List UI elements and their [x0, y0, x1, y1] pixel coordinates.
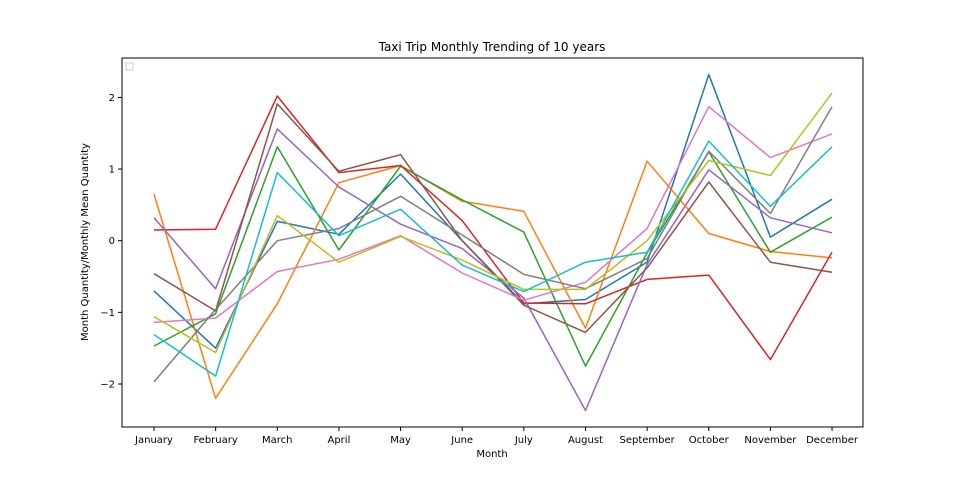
- y-axis-label: Month Quantity/Monthly Mean Quantity: [80, 143, 91, 341]
- series-line-10: [153, 140, 833, 377]
- y-tick-label: −2: [100, 380, 115, 391]
- x-tick-label: February: [193, 435, 237, 446]
- legend-box: [125, 62, 134, 71]
- series-line-6: [153, 103, 833, 334]
- series-line-4: [153, 95, 833, 361]
- series-line-3: [153, 146, 833, 367]
- plot-frame: [121, 57, 864, 428]
- x-tick-label: June: [450, 435, 473, 446]
- x-tick-label: September: [619, 435, 675, 446]
- x-axis-label: Month: [476, 449, 507, 460]
- x-tick-label: July: [514, 435, 533, 446]
- series-line-7: [153, 105, 833, 324]
- x-tick-label: May: [390, 435, 411, 446]
- series-line-8: [153, 106, 833, 383]
- x-axis: January February March April May June July Augu…: [134, 427, 859, 446]
- y-axis: −2 −1 0 1 2: [100, 93, 122, 391]
- x-tick-label: April: [327, 435, 350, 446]
- series-line-2: [153, 160, 833, 400]
- x-tick-label: December: [806, 435, 859, 446]
- x-tick-label: November: [744, 435, 797, 446]
- x-tick-label: March: [262, 435, 292, 446]
- x-tick-label: January: [134, 435, 173, 446]
- y-tick-label: 2: [109, 93, 115, 104]
- x-tick-label: October: [689, 435, 730, 446]
- chart-title: Taxi Trip Monthly Trending of 10 years: [378, 40, 606, 54]
- x-tick-label: August: [568, 435, 603, 446]
- y-tick-label: 0: [109, 236, 115, 247]
- y-tick-label: −1: [100, 308, 115, 319]
- y-tick-label: 1: [109, 165, 115, 176]
- series-line-9: [153, 92, 833, 354]
- plot-lines: [153, 73, 833, 412]
